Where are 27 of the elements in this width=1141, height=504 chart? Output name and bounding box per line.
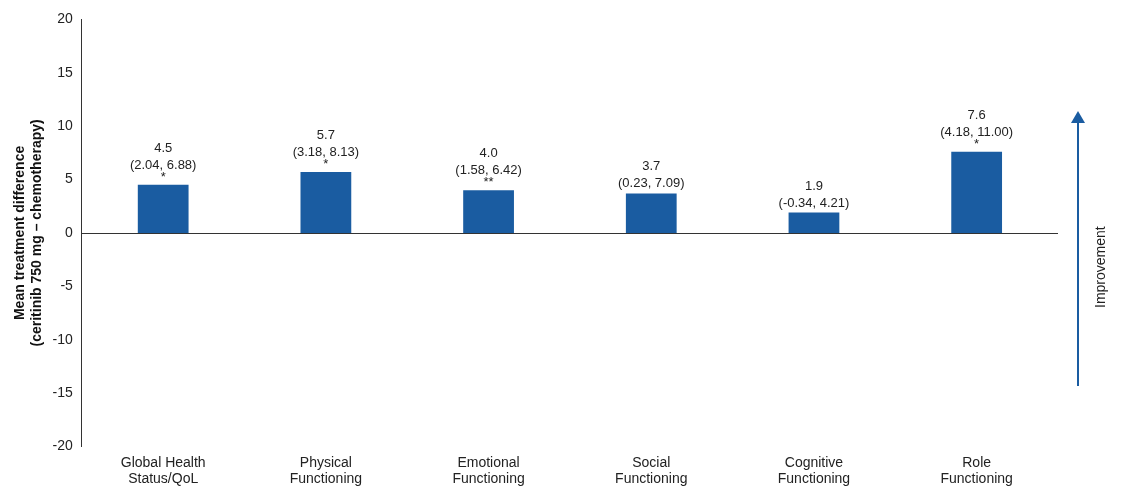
y-tick-label: 20: [57, 10, 74, 27]
y-tick-label: 5: [65, 170, 74, 187]
y-tick-label: -10: [52, 330, 74, 347]
bar: [300, 172, 352, 233]
data-label: 1.9 (-0.34, 4.21): [778, 177, 850, 210]
bar: [625, 193, 677, 233]
bar: [463, 190, 514, 233]
y-tick-label: -20: [52, 437, 74, 454]
x-tick-label: Emotional Functioning: [452, 453, 525, 487]
bar: [137, 184, 189, 233]
text: Improvement: [1092, 226, 1108, 308]
data-label: 3.7 (0.23, 7.09): [618, 158, 685, 191]
y-tick-label: 15: [57, 63, 74, 80]
data-label: 4.5 (2.04, 6.88): [129, 139, 197, 172]
bar: [951, 151, 1003, 233]
y-tick-label: -15: [52, 383, 74, 400]
x-tick-label: Cognitive Functioning: [777, 453, 851, 487]
x-tick-label: Role Functioning: [940, 453, 1013, 487]
y-tick-label: 0: [65, 223, 74, 240]
x-tick-label: Social Functioning: [615, 453, 688, 487]
data-label: 4.0 (1.58, 6.42): [455, 145, 522, 178]
y-axis-title: Mean treatment difference (ceritinib 750 mg – chemotherapy): [11, 119, 45, 347]
x-tick-label: Global Health Status/QoL: [120, 453, 206, 487]
y-tick-label: 10: [57, 117, 74, 134]
x-tick-label: Physical Functioning: [289, 453, 363, 487]
y-tick-label: -5: [60, 277, 74, 294]
bar: [788, 212, 840, 233]
